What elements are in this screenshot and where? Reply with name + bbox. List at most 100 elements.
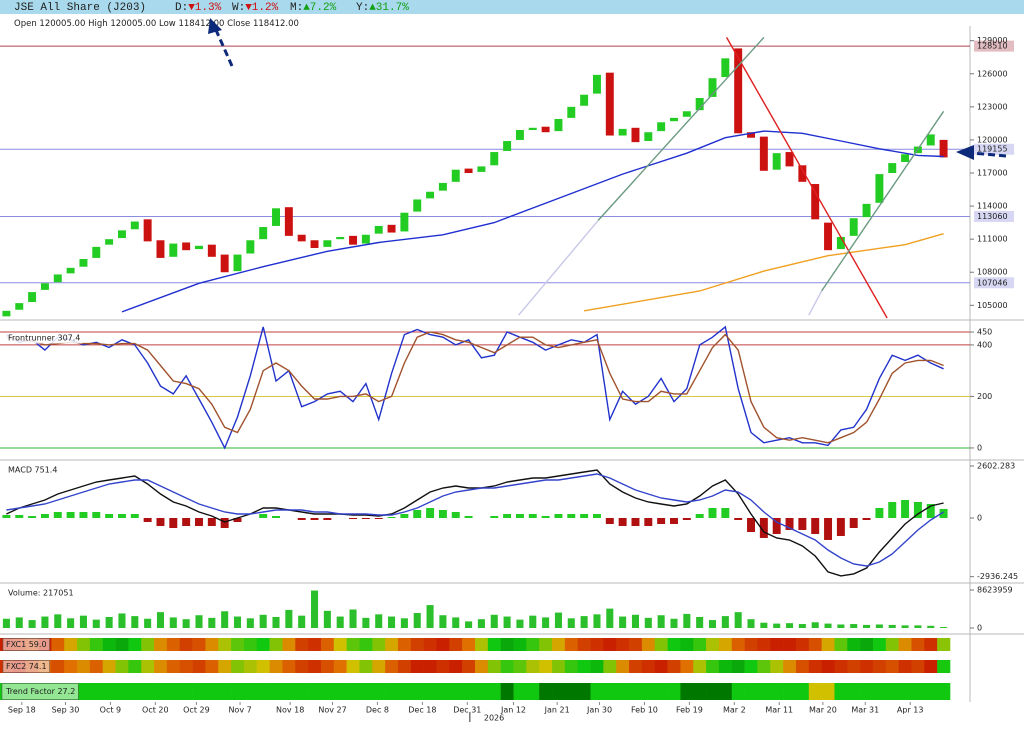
y-tick-label: 129000 (977, 36, 1008, 45)
volume-bar (298, 615, 306, 628)
volume-bar (439, 615, 447, 628)
volume-bar (375, 614, 383, 628)
heat-cell (616, 660, 630, 673)
row-label-bg (2, 660, 50, 673)
row-label-bg (2, 638, 50, 651)
volume-bar (233, 616, 242, 628)
volume-bar (798, 624, 806, 628)
volume-bar (619, 616, 627, 628)
volume-bar (593, 614, 601, 628)
heat-cell (333, 638, 347, 651)
histogram-bar (580, 513, 589, 518)
candle (785, 152, 794, 167)
heat-cell (141, 660, 155, 673)
heat-cell (590, 638, 604, 651)
heat-cell (320, 683, 335, 700)
volume-bar (452, 617, 460, 628)
heat-cell (564, 638, 579, 651)
heat-cell (590, 660, 604, 673)
heat-cell (744, 683, 758, 700)
candle (92, 246, 101, 258)
y-tick-label: 126000 (977, 69, 1008, 78)
heat-cell (115, 660, 129, 673)
heat-cell (513, 660, 527, 673)
heat-cell (898, 638, 912, 651)
heat-cell (128, 638, 142, 651)
volume-bar (477, 619, 485, 628)
heat-cell (346, 683, 360, 700)
heat-cell (795, 683, 810, 700)
candle (66, 267, 75, 274)
heat-cell (423, 638, 437, 651)
histogram-bar (117, 513, 126, 518)
heat-cell (333, 660, 347, 673)
heat-cell (731, 660, 745, 673)
candle (438, 182, 447, 191)
change-label: W: (232, 2, 245, 14)
heat-cell (102, 683, 116, 700)
heat-cell (808, 660, 822, 673)
candle (374, 225, 383, 234)
volume-bar (875, 624, 883, 628)
volume-bar (156, 612, 165, 628)
plot-area: 128510 119155 113060 107046 105000 108000 1110… (0, 36, 1018, 723)
heat-cell (783, 638, 797, 651)
candle (310, 240, 319, 248)
heat-cell (295, 683, 309, 700)
volume-bar (221, 611, 229, 628)
heat-cell (898, 683, 912, 700)
volume-bar (529, 615, 537, 628)
heat-cell (808, 683, 822, 700)
heat-cell (847, 638, 861, 651)
volume-bar (824, 623, 832, 628)
heat-cell (320, 638, 335, 651)
heat-cell (77, 660, 91, 673)
x-tick-label: Sep 18 (8, 706, 36, 715)
volume-bar (67, 618, 75, 628)
volume-bar (721, 616, 729, 628)
heat-cell (500, 660, 514, 673)
volume-bar (388, 616, 396, 628)
candle (503, 141, 512, 151)
candle (567, 106, 576, 118)
candle (79, 259, 88, 267)
volume-bar (811, 622, 819, 628)
y-tick-label: 117000 (977, 169, 1008, 178)
heat-cell (911, 638, 925, 651)
histogram-bar (323, 517, 332, 520)
volume-bar (182, 619, 190, 628)
histogram-bar (503, 513, 512, 518)
ohlc-label: Open (14, 19, 37, 29)
heat-cell (693, 683, 707, 700)
heat-cell (564, 660, 579, 673)
heat-cell (346, 638, 360, 651)
row-label: FXC2 74.1 (6, 662, 47, 671)
ohlc-value: 118412.00 (178, 19, 224, 29)
heat-cell (770, 683, 784, 700)
histogram-bar (836, 517, 845, 536)
volume-bar (92, 619, 100, 628)
candle (798, 165, 807, 182)
heat-cell (449, 660, 463, 673)
heat-cell (898, 660, 912, 673)
volume-bar (747, 619, 755, 628)
candle (28, 292, 37, 303)
heat-cell (577, 683, 591, 700)
heat-cell (282, 683, 296, 700)
heat-cell (680, 660, 694, 673)
heat-cell (359, 683, 373, 700)
heat-cell (308, 660, 322, 673)
heat-cell (860, 660, 874, 673)
annotation-arrow (956, 145, 1007, 160)
histogram-bar (618, 517, 627, 526)
y-tick-label: 2602.283 (977, 461, 1015, 470)
reference-label: 119155 (977, 145, 1008, 154)
candle (284, 207, 293, 236)
histogram-bar (862, 517, 871, 520)
histogram-bar (451, 511, 460, 518)
candle (426, 191, 435, 199)
ohlc-label: Close (227, 19, 250, 29)
histogram-bar (169, 517, 178, 528)
heat-cell (603, 638, 617, 651)
x-tick-label: Dec 18 (408, 706, 436, 715)
